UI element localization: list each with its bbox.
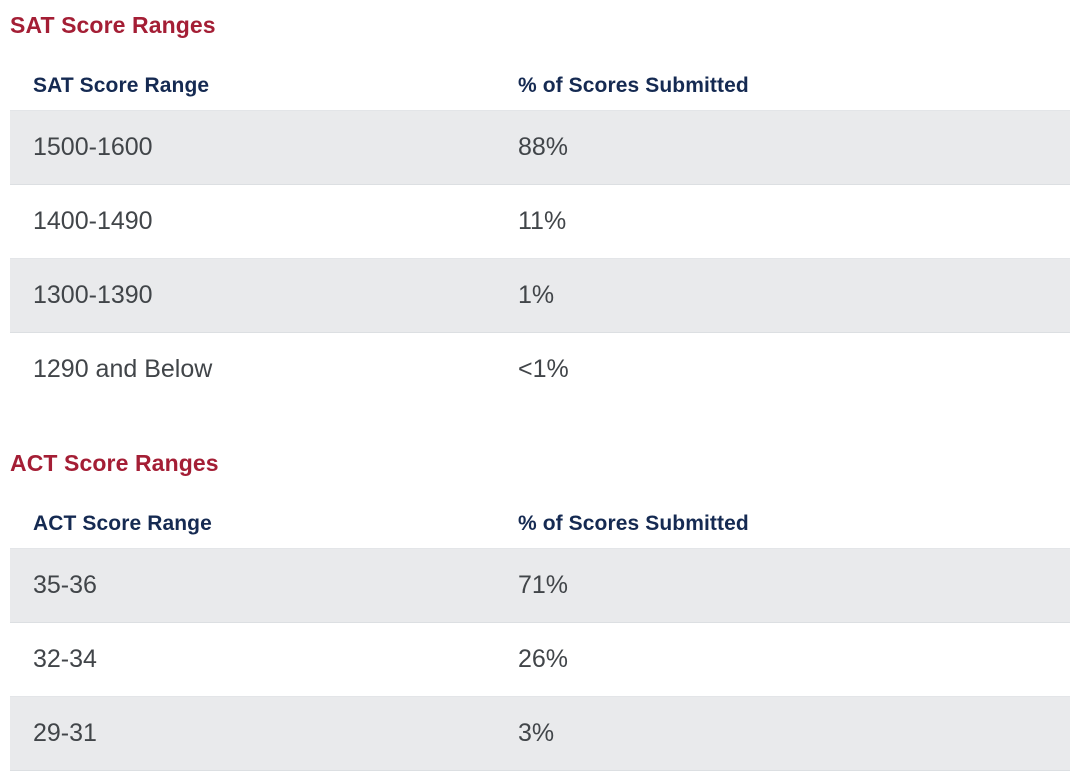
sat-section-heading: SAT Score Ranges xyxy=(10,12,216,38)
table-row: 32-34 26% xyxy=(10,623,1070,697)
sat-score-section: SAT Score Ranges SAT Score Range % of Sc… xyxy=(10,10,1070,406)
table-row: 35-36 71% xyxy=(10,548,1070,623)
score-range-cell: 32-34 xyxy=(33,645,97,673)
percent-cell: 88% xyxy=(495,110,1070,185)
column-header-percent-submitted: % of Scores Submitted xyxy=(518,74,749,97)
score-range-cell: 35-36 xyxy=(10,548,495,623)
score-range-cell: 1400-1490 xyxy=(33,207,153,235)
percent-cell: 11% xyxy=(518,207,567,235)
column-header-act-score-range: ACT Score Range xyxy=(33,512,212,535)
column-header-percent-submitted: % of Scores Submitted xyxy=(518,512,749,535)
score-range-cell: 1300-1390 xyxy=(10,258,495,333)
table-row: 1300-1390 1% xyxy=(10,258,1070,333)
table-header-row: ACT Score Range % of Scores Submitted xyxy=(10,502,1070,549)
percent-cell: 3% xyxy=(495,696,1070,771)
act-section-heading: ACT Score Ranges xyxy=(10,450,219,476)
sat-score-table: SAT Score Range % of Scores Submitted 15… xyxy=(10,64,1070,406)
column-header-sat-score-range: SAT Score Range xyxy=(33,74,210,97)
score-range-cell: 1500-1600 xyxy=(10,110,495,185)
act-score-table: ACT Score Range % of Scores Submitted 35… xyxy=(10,502,1070,771)
table-row: 1290 and Below <1% xyxy=(10,333,1070,407)
percent-cell: <1% xyxy=(518,355,569,383)
table-row: 29-31 3% xyxy=(10,696,1070,771)
percent-cell: 71% xyxy=(495,548,1070,623)
act-score-section: ACT Score Ranges ACT Score Range % of Sc… xyxy=(10,448,1070,771)
percent-cell: 1% xyxy=(495,258,1070,333)
score-range-cell: 29-31 xyxy=(10,696,495,771)
table-row: 1500-1600 88% xyxy=(10,110,1070,185)
percent-cell: 26% xyxy=(518,645,569,673)
table-row: 1400-1490 11% xyxy=(10,185,1070,259)
table-header-row: SAT Score Range % of Scores Submitted xyxy=(10,64,1070,111)
score-range-cell: 1290 and Below xyxy=(33,355,213,383)
